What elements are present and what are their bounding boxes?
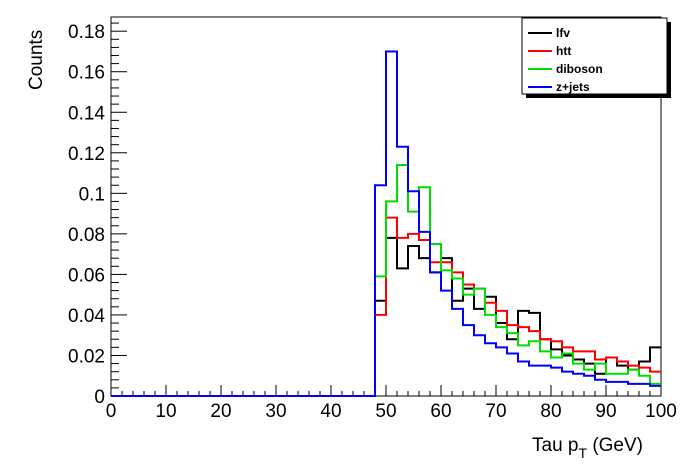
y-tick-label: 0 <box>94 387 105 408</box>
y-tick-label: 0.04 <box>68 306 105 327</box>
x-tick-label: 10 <box>155 401 176 422</box>
x-axis-title-unit: (GeV) <box>587 435 643 456</box>
y-tick-label: 0.02 <box>68 346 105 367</box>
x-axis-title-main: Tau p <box>532 435 578 456</box>
legend: lfv htt diboson z+jets <box>521 17 671 98</box>
legend-label-z-jets: z+jets <box>556 80 590 94</box>
legend-label-htt: htt <box>556 44 571 58</box>
x-tick-label: 20 <box>210 401 231 422</box>
x-tick-label: 60 <box>430 401 451 422</box>
y-tick-label: 0.08 <box>68 225 105 246</box>
x-tick-label: 30 <box>265 401 286 422</box>
x-tick-label: 90 <box>595 401 616 422</box>
x-axis-title-subscript: T <box>578 445 587 461</box>
series-diboson <box>111 163 661 397</box>
axis-tick-labels: 0 10 20 30 40 50 60 70 80 90 100 0 0.02 0.04 0.06 0.08 0… <box>68 22 677 422</box>
y-tick-label: 0.18 <box>68 22 105 43</box>
series-layer <box>111 50 661 397</box>
x-tick-label: 40 <box>320 401 341 422</box>
y-tick-label: 0.16 <box>68 63 105 84</box>
x-tick-label: 100 <box>645 401 677 422</box>
x-tick-label: 80 <box>540 401 561 422</box>
series-htt <box>111 216 661 397</box>
legend-label-diboson: diboson <box>556 62 603 76</box>
legend-label-lfv: lfv <box>556 26 570 40</box>
series-z-jets <box>111 50 661 397</box>
y-tick-label: 0.06 <box>68 265 105 286</box>
y-tick-label: 0.14 <box>68 103 105 124</box>
x-tick-label: 0 <box>106 401 117 422</box>
y-tick-label: 0.12 <box>68 144 105 165</box>
x-tick-label: 50 <box>375 401 396 422</box>
legend-box <box>521 17 668 95</box>
x-axis-title: Tau pT (GeV) <box>532 435 643 461</box>
y-axis-title: Counts <box>26 30 47 90</box>
x-tick-label: 70 <box>485 401 506 422</box>
y-tick-label: 0.1 <box>79 184 105 205</box>
